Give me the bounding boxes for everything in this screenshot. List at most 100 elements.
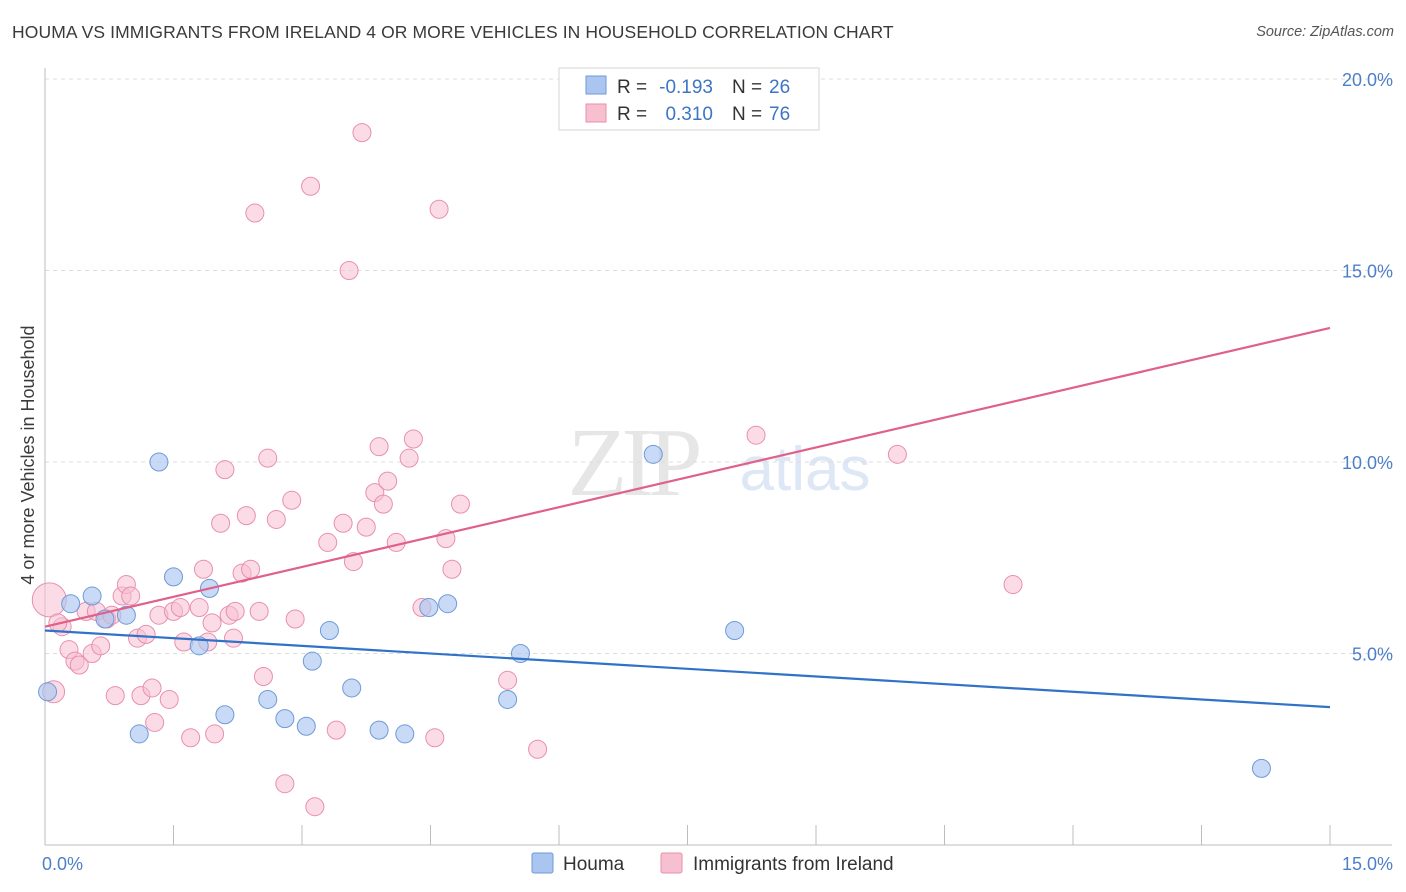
ireland-point	[31, 582, 67, 618]
ireland-point	[282, 490, 302, 510]
legend-bottom: Houma Immigrants from Ireland	[531, 852, 894, 875]
y-tick-label-1: 10.0%	[1342, 453, 1393, 473]
houma-point	[438, 594, 458, 614]
ireland-point	[170, 598, 190, 618]
houma-point	[258, 689, 278, 709]
ireland-point	[318, 532, 338, 552]
ireland-point	[442, 559, 462, 579]
ireland-point	[159, 689, 179, 709]
legend-houma-swatch	[585, 75, 607, 95]
ireland-point	[285, 609, 305, 629]
houma-point	[643, 444, 663, 464]
legend-bottom-houma-label: Houma	[563, 854, 625, 875]
houma-point	[419, 598, 439, 618]
ireland-point	[339, 261, 359, 280]
ireland-point	[528, 739, 548, 759]
legend-ireland-r-label: R =	[617, 104, 647, 125]
legend-houma-r-label: R =	[617, 77, 647, 98]
ireland-point	[305, 797, 325, 817]
legend-bottom-houma-swatch	[531, 852, 554, 874]
houma-point	[38, 682, 58, 702]
y-tick-label-2: 15.0%	[1342, 262, 1393, 282]
legend-ireland-swatch	[585, 103, 607, 123]
y-tick-label-3: 20.0%	[1342, 70, 1393, 90]
ireland-point	[369, 437, 389, 457]
ireland-point	[193, 559, 213, 579]
ireland-point	[189, 598, 209, 618]
ireland-point	[352, 123, 372, 143]
ireland-point	[105, 686, 125, 706]
ireland-point	[241, 559, 261, 579]
ireland-point	[145, 712, 165, 732]
houma-point	[498, 689, 518, 709]
series-houma-points	[38, 444, 1271, 778]
chart-title: HOUMA VS IMMIGRANTS FROM IRELAND 4 OR MO…	[12, 22, 894, 42]
ireland-point	[373, 494, 393, 514]
ireland-point	[356, 517, 376, 537]
ireland-point	[249, 601, 269, 621]
ireland-point	[181, 728, 201, 748]
ireland-trend-line	[44, 326, 1331, 628]
x-tick-label-1: 15.0%	[1342, 854, 1393, 874]
ireland-point	[202, 613, 222, 633]
ireland-point	[403, 429, 423, 449]
houma-point	[395, 724, 415, 744]
houma-point	[116, 605, 136, 625]
ireland-point	[333, 513, 353, 533]
ireland-point	[258, 448, 278, 468]
ireland-point	[887, 444, 907, 464]
trend-lines	[44, 326, 1331, 709]
houma-trend-line	[44, 629, 1331, 709]
houma-point	[1251, 758, 1271, 778]
ireland-point	[275, 774, 295, 794]
series-ireland-points	[31, 123, 1023, 817]
ireland-point	[266, 509, 286, 529]
houma-point	[164, 567, 183, 587]
houma-point	[82, 586, 102, 606]
ireland-point	[142, 678, 162, 698]
legend-houma-n-label: N =	[732, 77, 762, 98]
houma-point	[296, 716, 316, 736]
houma-point	[189, 636, 209, 656]
legend-ireland-r-value: 0.310	[665, 104, 713, 125]
houma-point	[61, 594, 81, 614]
legend-bottom-ireland-swatch	[660, 852, 683, 874]
houma-point	[149, 452, 169, 472]
houma-point	[369, 720, 389, 740]
ireland-point	[69, 655, 89, 675]
ireland-point	[450, 494, 470, 514]
x-tick-labels: 0.0% 15.0%	[42, 854, 1393, 874]
ireland-point	[136, 624, 156, 644]
ireland-point	[399, 448, 419, 468]
ireland-point	[91, 636, 111, 656]
ireland-point	[223, 628, 243, 648]
axes	[44, 68, 1392, 846]
ireland-point	[121, 586, 141, 606]
legend-ireland-n-value: 76	[769, 104, 790, 125]
legend-houma-r-value: -0.193	[659, 77, 713, 98]
legend-bottom-ireland-label: Immigrants from Ireland	[693, 854, 894, 875]
houma-point	[302, 651, 322, 671]
y-axis-label: 4 or more Vehicles in Household	[18, 325, 38, 584]
ireland-point	[225, 601, 245, 621]
watermark: ZIP atlas	[568, 409, 871, 517]
y-tick-label-0: 5.0%	[1352, 645, 1393, 665]
ireland-point	[746, 425, 766, 445]
houma-point	[725, 621, 745, 641]
ireland-point	[378, 471, 398, 491]
ireland-point	[1003, 575, 1023, 595]
y-tick-labels: 5.0% 10.0% 15.0% 20.0%	[1342, 70, 1393, 665]
x-tick-label-0: 0.0%	[42, 854, 83, 874]
houma-point	[129, 724, 149, 744]
ireland-point	[245, 203, 265, 223]
ireland-point	[386, 532, 406, 552]
ireland-point	[498, 670, 518, 690]
houma-point	[215, 705, 235, 725]
ireland-point	[301, 176, 321, 196]
ireland-point	[429, 199, 449, 219]
ireland-point	[215, 460, 235, 480]
watermark-atlas: atlas	[740, 435, 871, 504]
houma-point	[342, 678, 362, 698]
source-label: Source: ZipAtlas.com	[1256, 24, 1394, 40]
